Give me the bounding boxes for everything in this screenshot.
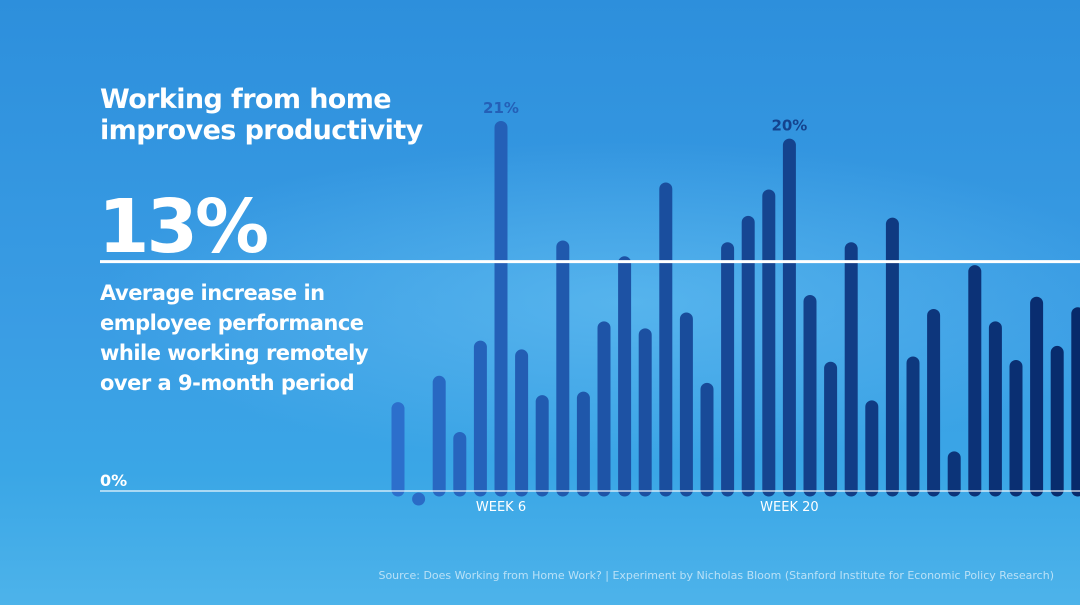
bar-week-31 bbox=[1009, 359, 1023, 497]
bar-week-24 bbox=[865, 400, 879, 497]
bar-week-11 bbox=[597, 321, 611, 497]
bar-week-6 bbox=[494, 121, 508, 497]
bar-week-8 bbox=[535, 395, 549, 497]
bar-week-9 bbox=[556, 240, 570, 497]
data-label-week-6: 21% bbox=[483, 99, 519, 117]
stat-description: Average increase in employee performance… bbox=[100, 281, 369, 395]
bar-week-20 bbox=[782, 138, 796, 497]
x-tick-label-week-6: WEEK 6 bbox=[476, 500, 526, 515]
x-tick-label-week-20: WEEK 20 bbox=[760, 500, 818, 515]
bar-week-12 bbox=[618, 256, 632, 497]
bar-week-25 bbox=[885, 217, 899, 497]
bar-week-29 bbox=[968, 265, 982, 497]
bar-week-1 bbox=[391, 402, 405, 497]
bar-week-23 bbox=[844, 242, 858, 497]
bar-week-16 bbox=[700, 382, 714, 497]
bar-week-21 bbox=[803, 294, 817, 497]
bar-week-33 bbox=[1050, 345, 1064, 497]
bar-week-13 bbox=[638, 328, 652, 497]
bar-week-27 bbox=[927, 309, 941, 497]
data-label-week-20: 20% bbox=[771, 117, 807, 135]
bar-week-34 bbox=[1071, 307, 1080, 497]
bar-week-10 bbox=[576, 391, 590, 497]
bar-week-18 bbox=[741, 215, 755, 497]
bar-week-3 bbox=[432, 375, 446, 497]
bar-week-22 bbox=[824, 361, 838, 497]
bar-week-26 bbox=[906, 356, 920, 497]
bar-week-2 bbox=[412, 492, 426, 506]
bar-week-30 bbox=[988, 321, 1002, 497]
source-note: Source: Does Working from Home Work? | E… bbox=[378, 569, 1054, 582]
bar-week-4 bbox=[453, 432, 467, 497]
big-stat: 13% bbox=[98, 184, 269, 270]
baseline-label: 0% bbox=[100, 471, 127, 490]
bar-week-32 bbox=[1030, 296, 1044, 497]
bar-week-5 bbox=[473, 340, 487, 497]
bar-week-19 bbox=[762, 189, 776, 497]
bar-week-17 bbox=[721, 242, 735, 497]
bar-week-7 bbox=[515, 349, 529, 497]
bar-week-15 bbox=[679, 312, 693, 497]
headline: Working from home improves productivity bbox=[100, 84, 423, 146]
bar-week-28 bbox=[947, 451, 961, 497]
bar-week-14 bbox=[659, 182, 673, 497]
